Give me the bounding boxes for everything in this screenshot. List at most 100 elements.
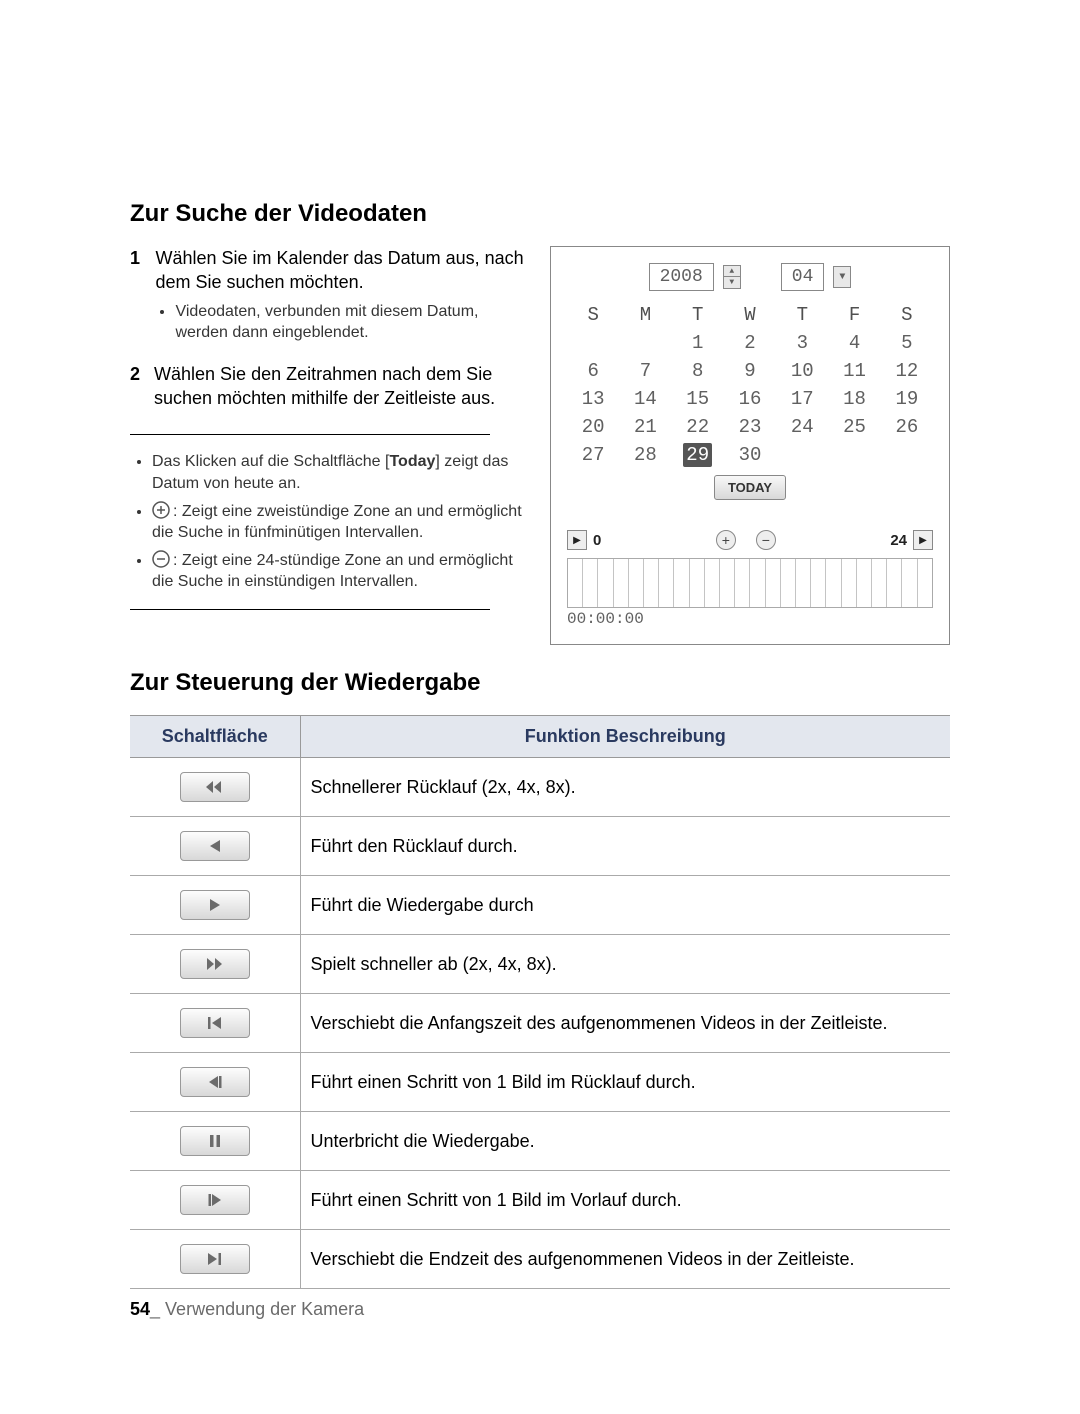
playback-desc: Spielt schneller ab (2x, 4x, 8x). xyxy=(300,935,950,994)
calendar-day[interactable]: 8 xyxy=(672,357,724,385)
timeline-next-button[interactable]: ▶ xyxy=(913,530,933,550)
calendar-day[interactable]: 18 xyxy=(828,385,880,413)
spinner-up-icon[interactable]: ▲ xyxy=(724,266,740,277)
playback-desc: Verschiebt die Anfangszeit des aufgenomm… xyxy=(300,994,950,1053)
calendar-day[interactable]: 10 xyxy=(776,357,828,385)
calendar-dow: T xyxy=(672,301,724,329)
table-row: Führt einen Schritt von 1 Bild im Rückla… xyxy=(130,1053,950,1112)
calendar-day[interactable]: 20 xyxy=(567,413,619,441)
calendar-dow: M xyxy=(619,301,671,329)
table-row: Unterbricht die Wiedergabe. xyxy=(130,1112,950,1171)
minus-circle-icon xyxy=(152,550,170,568)
spinner-down-icon[interactable]: ▼ xyxy=(724,277,740,288)
play-button[interactable] xyxy=(180,890,250,920)
timeline-end-label: 24 xyxy=(890,532,907,549)
table-row: Verschiebt die Endzeit des aufgenommenen… xyxy=(130,1230,950,1289)
step1-sub-bullet: Videodaten, verbunden mit diesem Datum, … xyxy=(175,301,526,344)
step-text-1: Wählen Sie im Kalender das Datum aus, na… xyxy=(155,248,523,292)
zoom-in-button[interactable]: + xyxy=(716,530,736,550)
calendar-day[interactable]: 26 xyxy=(881,413,933,441)
calendar-day[interactable]: 21 xyxy=(619,413,671,441)
calendar-day[interactable]: 29 xyxy=(672,441,724,469)
step-number-1: 1 xyxy=(130,246,141,348)
calendar-day[interactable]: 17 xyxy=(776,385,828,413)
calendar-day[interactable]: 13 xyxy=(567,385,619,413)
timeline-prev-button[interactable]: ▶ xyxy=(567,530,587,550)
info-item-zoom-in: : Zeigt eine zweistündige Zone an und er… xyxy=(152,501,526,544)
playback-desc: Führt einen Schritt von 1 Bild im Vorlau… xyxy=(300,1171,950,1230)
timeline-time-label: 00:00:00 xyxy=(567,610,933,628)
step-number-2: 2 xyxy=(130,362,140,411)
rewind-button[interactable] xyxy=(180,831,250,861)
zoom-out-button[interactable]: − xyxy=(756,530,776,550)
calendar-day[interactable]: 4 xyxy=(828,329,880,357)
calendar-day[interactable]: 24 xyxy=(776,413,828,441)
calendar-day[interactable]: 16 xyxy=(724,385,776,413)
month-select[interactable]: 04 xyxy=(781,263,825,291)
step-back-button[interactable] xyxy=(180,1067,250,1097)
fast-rewind-button[interactable] xyxy=(180,772,250,802)
calendar-dow: S xyxy=(881,301,933,329)
calendar-day[interactable]: 12 xyxy=(881,357,933,385)
dropdown-arrow-icon[interactable]: ▼ xyxy=(833,266,851,288)
calendar-widget: 2008 ▲▼ 04 ▼ SMTWTFS 1234567891011121314… xyxy=(550,246,950,645)
today-button[interactable]: TODAY xyxy=(714,475,786,500)
year-input[interactable]: 2008 xyxy=(649,263,714,291)
table-row: Führt die Wiedergabe durch xyxy=(130,876,950,935)
playback-desc: Verschiebt die Endzeit des aufgenommenen… xyxy=(300,1230,950,1289)
calendar-day xyxy=(776,441,828,469)
calendar-day[interactable]: 9 xyxy=(724,357,776,385)
step-fwd-button[interactable] xyxy=(180,1185,250,1215)
calendar-dow: T xyxy=(776,301,828,329)
divider xyxy=(130,609,490,610)
calendar-day[interactable]: 14 xyxy=(619,385,671,413)
table-row: Verschiebt die Anfangszeit des aufgenomm… xyxy=(130,994,950,1053)
playback-desc: Schnellerer Rücklauf (2x, 4x, 8x). xyxy=(300,758,950,817)
plus-circle-icon xyxy=(152,501,170,519)
table-row: Spielt schneller ab (2x, 4x, 8x). xyxy=(130,935,950,994)
table-header-button: Schaltfläche xyxy=(130,716,300,758)
calendar-day[interactable]: 7 xyxy=(619,357,671,385)
calendar-day[interactable]: 30 xyxy=(724,441,776,469)
table-row: Schnellerer Rücklauf (2x, 4x, 8x). xyxy=(130,758,950,817)
calendar-day[interactable]: 2 xyxy=(724,329,776,357)
calendar-day[interactable]: 28 xyxy=(619,441,671,469)
skip-start-button[interactable] xyxy=(180,1008,250,1038)
calendar-day[interactable]: 23 xyxy=(724,413,776,441)
calendar-dow: F xyxy=(828,301,880,329)
calendar-dow: W xyxy=(724,301,776,329)
calendar-day[interactable]: 1 xyxy=(672,329,724,357)
pause-button[interactable] xyxy=(180,1126,250,1156)
table-header-desc: Funktion Beschreibung xyxy=(300,716,950,758)
timeline-start-label: 0 xyxy=(593,532,601,549)
info-item-zoom-out: : Zeigt eine 24-stündige Zone an und erm… xyxy=(152,550,526,593)
calendar-day xyxy=(567,329,619,357)
calendar-day xyxy=(881,441,933,469)
calendar-day[interactable]: 19 xyxy=(881,385,933,413)
calendar-day[interactable]: 11 xyxy=(828,357,880,385)
calendar-day[interactable]: 22 xyxy=(672,413,724,441)
calendar-day[interactable]: 27 xyxy=(567,441,619,469)
playback-desc: Führt den Rücklauf durch. xyxy=(300,817,950,876)
calendar-dow: S xyxy=(567,301,619,329)
playback-desc: Führt die Wiedergabe durch xyxy=(300,876,950,935)
calendar-day[interactable]: 5 xyxy=(881,329,933,357)
calendar-day[interactable]: 25 xyxy=(828,413,880,441)
calendar-day[interactable]: 3 xyxy=(776,329,828,357)
year-spinner[interactable]: ▲▼ xyxy=(723,265,741,289)
calendar-day xyxy=(619,329,671,357)
timeline-ruler[interactable] xyxy=(567,558,933,608)
skip-end-button[interactable] xyxy=(180,1244,250,1274)
calendar-day[interactable]: 6 xyxy=(567,357,619,385)
calendar-grid: SMTWTFS 12345678910111213141516171819202… xyxy=(567,301,933,469)
playback-desc: Führt einen Schritt von 1 Bild im Rückla… xyxy=(300,1053,950,1112)
playback-controls-table: Schaltfläche Funktion Beschreibung Schne… xyxy=(130,715,950,1289)
section-title-search: Zur Suche der Videodaten xyxy=(130,200,950,228)
fast-forward-button[interactable] xyxy=(180,949,250,979)
section-title-playback: Zur Steuerung der Wiedergabe xyxy=(130,669,950,697)
page-footer: 54_ Verwendung der Kamera xyxy=(130,1299,364,1320)
info-item-today: Das Klicken auf die Schaltfläche [Today]… xyxy=(152,451,526,494)
step-text-2: Wählen Sie den Zeitrahmen nach dem Sie s… xyxy=(154,362,526,411)
divider xyxy=(130,434,490,435)
calendar-day[interactable]: 15 xyxy=(672,385,724,413)
